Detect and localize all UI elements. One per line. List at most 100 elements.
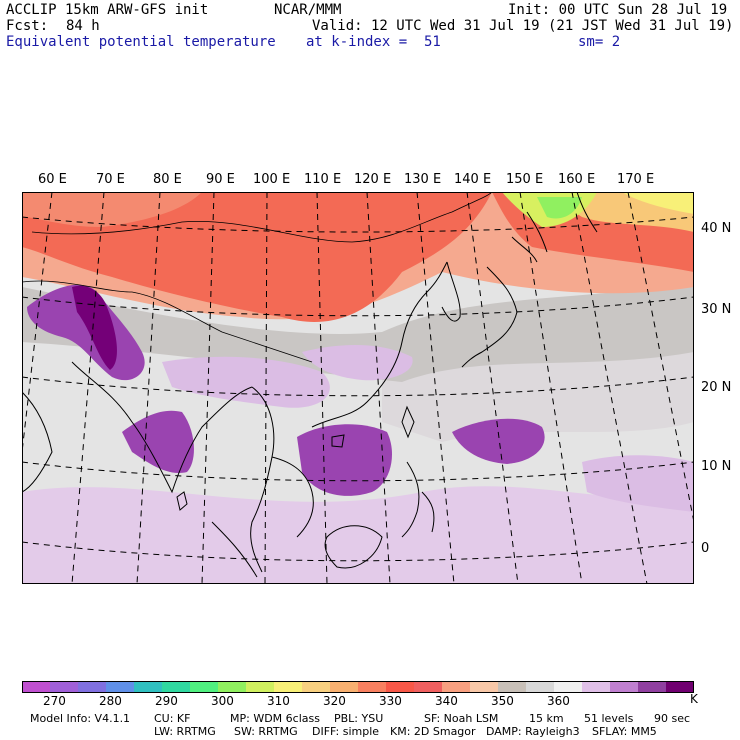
lon-label: 80 E	[153, 172, 182, 187]
lon-label: 130 E	[404, 172, 442, 187]
colorbar-swatch	[470, 681, 499, 693]
footer-item: KM: 2D Smagor	[390, 725, 476, 738]
init-time: Init: 00 UTC Sun 28 Jul 19	[508, 2, 728, 18]
colorbar-tick-label: 360	[547, 694, 570, 708]
footer-item: MP: WDM 6class	[230, 712, 320, 725]
colorbar-swatch	[526, 681, 555, 693]
colorbar	[22, 681, 694, 693]
colorbar-swatch	[218, 681, 247, 693]
footer-item: LW: RRTMG	[154, 725, 216, 738]
lon-label: 120 E	[354, 172, 392, 187]
colorbar-swatch	[22, 681, 51, 693]
longitude-line	[571, 192, 648, 584]
lat-label: 30 N	[701, 302, 732, 317]
coastline	[441, 261, 461, 322]
latitude-line	[22, 376, 694, 397]
colorbar-swatch	[610, 681, 639, 693]
footer-item: DIFF: simple	[312, 725, 380, 738]
lon-label: 60 E	[38, 172, 67, 187]
field-region	[582, 455, 694, 512]
field-region	[297, 424, 392, 496]
footer-item: SFLAY: MM5	[592, 725, 657, 738]
footer-item: CU: KF	[154, 712, 191, 725]
colorbar-swatch	[106, 681, 135, 693]
field-region	[22, 486, 694, 584]
colorbar-swatch	[78, 681, 107, 693]
colorbar-swatch	[386, 681, 415, 693]
border	[22, 280, 313, 363]
fcst-label: Fcst:	[6, 18, 49, 34]
coastline	[461, 266, 518, 368]
colorbar-tick-label: 270	[43, 694, 66, 708]
lon-label: 70 E	[96, 172, 125, 187]
footer-item: 15 km	[529, 712, 564, 725]
field-region	[622, 192, 694, 214]
colorbar-swatch	[50, 681, 79, 693]
colorbar-frame	[22, 681, 694, 693]
coastline	[401, 405, 415, 439]
colorbar-swatch	[638, 681, 667, 693]
lon-label: 160 E	[558, 172, 596, 187]
colorbar-swatch	[666, 681, 694, 693]
colorbar-swatch	[190, 681, 219, 693]
lat-label: 0	[701, 541, 710, 556]
coastline	[311, 261, 448, 428]
colorbar-swatch	[442, 681, 471, 693]
footer-item: PBL: YSU	[334, 712, 384, 725]
lon-label: 140 E	[454, 172, 492, 187]
lon-label: 170 E	[617, 172, 655, 187]
latitude-line	[22, 216, 694, 233]
coastline	[211, 521, 258, 578]
org-label: NCAR/MMM	[274, 2, 342, 18]
field-region	[122, 410, 194, 473]
colorbar-tick-label: 310	[267, 694, 290, 708]
model-title: ACCLIP 15km ARW-GFS init	[6, 2, 209, 18]
colorbar-swatch	[246, 681, 275, 693]
lon-label: 100 E	[253, 172, 291, 187]
colorbar-tick-label: 350	[491, 694, 514, 708]
lat-label: 20 N	[701, 380, 732, 395]
coastline	[401, 461, 435, 538]
latitude-line	[22, 541, 694, 562]
coastline	[176, 491, 188, 511]
colorbar-swatch	[330, 681, 359, 693]
coastlines	[22, 192, 598, 578]
colorbar-tick-label: 290	[155, 694, 178, 708]
colorbar-swatch	[358, 681, 387, 693]
longitude-line	[519, 192, 583, 584]
coastline	[22, 391, 53, 493]
map-frame	[22, 192, 694, 584]
colorbar-tick-label: 320	[323, 694, 346, 708]
colorbar-tick-label: 330	[379, 694, 402, 708]
colorbar-swatch	[498, 681, 527, 693]
lat-label: 40 N	[701, 221, 732, 236]
footer-item: SF: Noah LSM	[424, 712, 499, 725]
latitude-line	[22, 296, 694, 317]
valid-time: Valid: 12 UTC Wed 31 Jul 19 (21 JST Wed …	[312, 18, 734, 34]
smoothing-label: sm= 2	[578, 34, 621, 50]
colorbar-tick-label: 280	[99, 694, 122, 708]
colorbar-swatch	[554, 681, 583, 693]
coastline	[511, 236, 538, 263]
lon-label: 90 E	[206, 172, 235, 187]
field-region	[452, 418, 545, 464]
colorbar-swatch	[582, 681, 611, 693]
field-region	[302, 345, 413, 381]
field-region	[537, 197, 582, 219]
footer-item: 90 sec	[654, 712, 691, 725]
lon-label: 150 E	[506, 172, 544, 187]
colorbar-swatch	[162, 681, 191, 693]
coastline	[526, 192, 598, 253]
colorbar-tick-label: 340	[435, 694, 458, 708]
footer-item: 51 levels	[584, 712, 634, 725]
footer-item: SW: RRTMG	[234, 725, 298, 738]
coastline	[250, 386, 275, 573]
field-region	[22, 282, 694, 382]
colorbar-swatch	[274, 681, 303, 693]
colorbar-tick-label: 300	[211, 694, 234, 708]
lat-label: 10 N	[701, 459, 732, 474]
coastline	[71, 361, 253, 494]
field-name: Equivalent potential temperature	[6, 34, 276, 50]
coastline	[324, 525, 383, 569]
colorbar-swatch	[302, 681, 331, 693]
